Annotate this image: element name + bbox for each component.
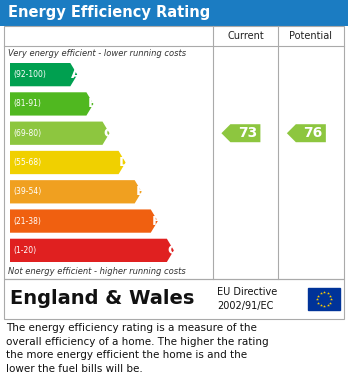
Polygon shape (10, 92, 93, 116)
Polygon shape (10, 239, 174, 262)
Text: G: G (167, 244, 178, 257)
Text: C: C (104, 127, 113, 140)
Text: (55-68): (55-68) (13, 158, 41, 167)
Polygon shape (10, 122, 110, 145)
Polygon shape (10, 210, 158, 233)
Text: D: D (119, 156, 130, 169)
Polygon shape (10, 180, 142, 203)
Text: 76: 76 (303, 126, 323, 140)
Text: A: A (71, 68, 81, 81)
Text: (69-80): (69-80) (13, 129, 41, 138)
Bar (4, 279, 344, 319)
Text: Not energy efficient - higher running costs: Not energy efficient - higher running co… (8, 267, 186, 276)
Polygon shape (221, 124, 260, 142)
Text: The energy efficiency rating is a measure of the
overall efficiency of a home. T: The energy efficiency rating is a measur… (6, 323, 269, 374)
Text: Energy Efficiency Rating: Energy Efficiency Rating (8, 5, 210, 20)
Text: Potential: Potential (289, 31, 332, 41)
Text: England & Wales: England & Wales (10, 289, 195, 308)
Polygon shape (287, 124, 326, 142)
Text: (39-54): (39-54) (13, 187, 41, 196)
Text: (1-20): (1-20) (13, 246, 36, 255)
Polygon shape (10, 63, 77, 86)
Text: (81-91): (81-91) (13, 99, 41, 108)
Text: Very energy efficient - lower running costs: Very energy efficient - lower running co… (8, 48, 186, 57)
Text: (21-38): (21-38) (13, 217, 41, 226)
Bar (4, 26, 344, 279)
Text: B: B (87, 97, 97, 110)
Text: F: F (152, 215, 161, 228)
Text: 73: 73 (238, 126, 257, 140)
Bar (308, 288, 340, 310)
Bar (0, 0, 348, 26)
Text: (92-100): (92-100) (13, 70, 46, 79)
Text: Current: Current (227, 31, 264, 41)
Text: EU Directive
2002/91/EC: EU Directive 2002/91/EC (217, 287, 277, 311)
Text: E: E (136, 185, 145, 198)
Polygon shape (10, 151, 126, 174)
